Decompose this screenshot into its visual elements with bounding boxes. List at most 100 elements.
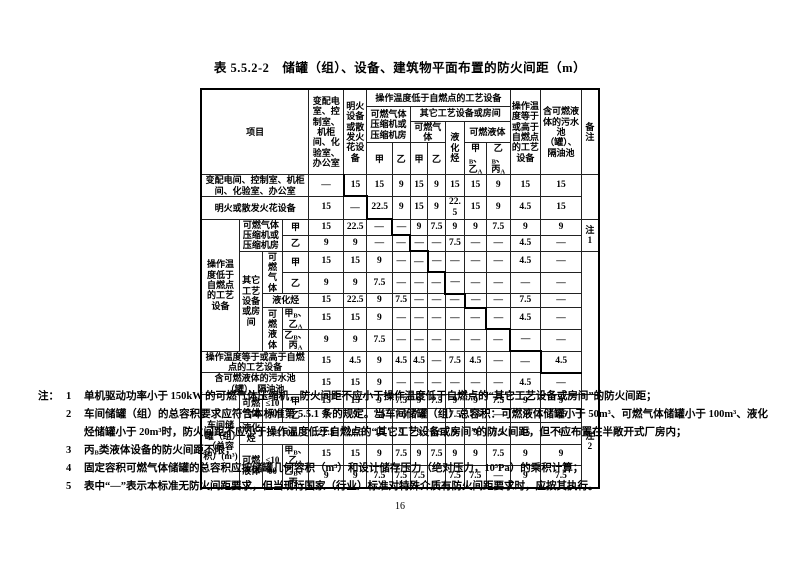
note-number: 5 [66,481,72,492]
distance-cell: — [343,195,368,220]
distance-cell: 15 [343,250,368,273]
distance-cell: 22.5 [444,195,466,220]
distance-cell: 15 [540,195,582,220]
distance-cell: 15 [509,174,542,197]
row-label: 甲 [281,250,310,273]
distance-cell: — [391,250,411,273]
notes-label: 注： [38,391,59,402]
distance-cell: 9 [308,234,345,252]
distance-cell: — [391,271,411,295]
distance-cell: 9 [409,218,429,236]
distance-cell: 9 [427,174,446,197]
distance-cell: 15 [409,195,429,220]
header-substation: 变配电室、控制室、机柜间、化验室、办公室 [308,88,345,176]
distance-cell: 9 [308,271,345,295]
distance-cell: 7.5 [444,407,466,423]
distance-cell: — [444,328,466,352]
header-at-or-above-autoignition: 操作温度等于或高于自燃点的工艺设备 [509,88,542,176]
distance-cell: 7.5 [391,465,411,489]
table-row: 可燃液体 ≤1000 甲B、乙A 15 15 9 7.5 9 7.5 9 9 7.5 9 9 [201,443,599,489]
row-label: 液化烃 [262,293,310,309]
distance-cell: — [540,328,582,352]
distance-cell: 4.5 [509,307,542,330]
distance-cell [427,465,446,489]
distance-cell: — [485,250,511,273]
table-row: 乙B、丙A 9 9 7.5 7.5 7.5 7.5 7.5—9 7.5 [201,465,599,489]
header-other-process: 其它工艺设备或房间 [409,105,511,122]
distance-cell: 15 [342,174,368,198]
note-number: 3 [66,445,72,456]
distance-cell: 7.5 [464,465,487,489]
note-text: 丙B类液体设备的防火间距不限； [84,445,236,457]
note-item: 3 丙B类液体设备的防火间距不限； [38,442,768,460]
distance-cell: — [409,328,429,352]
row-label: 甲 [281,218,310,236]
table-row: 乙 9 9 7.5 7.5 7.5 7.5 7.5—9 7.5 [201,407,599,423]
distance-cell: 9 [485,195,511,220]
distance-cell: 15 [308,350,345,374]
distance-cell: 15 [444,174,466,197]
distance-cell: — [464,250,487,273]
distance-cell: 9 [343,271,368,295]
row-group-label: 车间储罐（组）（总容积）(m³) [200,393,241,489]
distance-cell: — [427,234,446,252]
distance-cell: 22.5 [343,293,368,309]
note-number: 1 [66,391,72,402]
row-group-label: 操作温度低于自燃点的工艺设备 [200,218,241,352]
table-row: 操作温度等于或高于自燃点的工艺设备 15 4.5 9 4.5 4.5—7.5 4.5— —4.… [200,350,599,374]
distance-cell: 9 [444,218,466,236]
note-text: 车间储罐（组）的总容积要求应符合本标准第 5.5.1 条的规定。当车间储罐（组）… [84,409,768,438]
row-label: 可燃液体 [262,307,283,352]
header-flammable-gas: 可燃气体 [409,120,446,144]
header-lpg: 液 化 烃 [444,120,466,176]
header-cat-yiB-bingA: 乙B、丙A [485,142,511,176]
distance-cell: — [366,218,393,236]
distance-cell: 7.5 [366,465,393,489]
distance-cell: 9 [343,328,368,352]
distance-cell: 15 [308,218,345,236]
distance-cell: — [427,271,446,295]
distance-cell: 9 [509,218,542,236]
distance-cell: 9 [343,234,368,252]
distance-cell: — [509,271,542,295]
header-cat-jia: 甲 [409,142,429,176]
distance-cell: 7.5 [391,293,411,309]
distance-cell: — [366,234,393,252]
distance-cell: — [427,307,446,330]
distance-cell: — [509,350,542,374]
distance-cell: — [464,328,487,352]
distance-cell: 15 [308,195,345,220]
row-label: 乙B、丙A [281,465,310,489]
header-item: 项目 [200,88,310,176]
distance-cell: 7.5 [366,407,393,423]
row-label: ≤1000 [262,393,283,423]
distance-cell: — [540,293,582,309]
distance-cell: 9 [366,443,393,467]
distance-cell: 9 [366,250,393,273]
table-row: 乙 9 9— — — —7.5— —4.5— [201,234,599,253]
header-cat-jia: 甲 [366,142,393,176]
distance-cell: — [540,271,582,295]
distance-cell: — [463,293,487,309]
distance-cell: — [485,350,511,374]
distance-cell: 7.5 [366,271,393,295]
row-label: 甲B、乙A [281,307,310,330]
header-open-flame: 明火设备或散发火花设备 [343,88,368,176]
distance-cell: — [485,271,511,295]
distance-cell: 15 [464,174,487,197]
distance-cell: — [485,465,511,489]
distance-cell: — [540,250,582,273]
table-row: 其它工艺设备或房间 可燃气体甲 15 15 9— — — — — —4.5— [201,250,600,395]
header-cat-yi: 乙 [427,142,446,176]
distance-cell: 9 [308,407,345,423]
row-label: 乙 [281,234,310,252]
distance-cell: — [444,307,466,330]
table-row: 乙B、丙A 9 9 7.5— — — — — — — — [201,328,599,353]
table-container: 项目 变配电室、控制室、机柜间、化验室、办公室 明火设备或散发火花设备 操作温度… [200,88,600,489]
distance-cell: 15 [464,195,487,220]
distance-cell: 9 [366,293,393,309]
table-header: 项目 变配电室、控制室、机柜间、化验室、办公室 明火设备或散发火花设备 操作温度… [200,88,600,176]
distance-cell: 15 [409,174,429,197]
row-label: 乙 [281,271,310,295]
table-row: 明火或散发火花设备 15—22.5 9 15 9 22.5 15 9 4.5 15 [200,195,599,221]
